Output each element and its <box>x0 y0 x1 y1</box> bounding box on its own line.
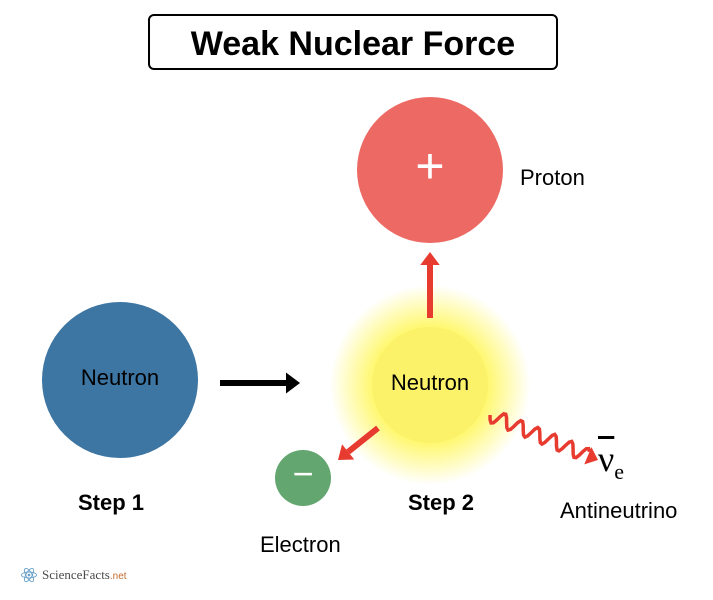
watermark-suffix: .net <box>110 571 127 582</box>
nu-sub: e <box>614 459 624 484</box>
step1-label: Step 1 <box>78 490 144 516</box>
proton-sign: + <box>310 137 550 195</box>
antineutrino-label: Antineutrino <box>560 498 677 524</box>
watermark: ScienceFacts.net <box>20 566 127 584</box>
antineutrino-symbol: νe <box>598 438 624 485</box>
neutron1-label: Neutron <box>0 365 240 391</box>
neutron2-label: Neutron <box>310 370 550 396</box>
step2-label: Step 2 <box>408 490 474 516</box>
electron-label: Electron <box>260 532 341 558</box>
electron-sign: − <box>183 453 423 495</box>
nu-bar: ν <box>598 439 614 479</box>
proton-label: Proton <box>520 165 585 191</box>
watermark-main: ScienceFacts <box>42 567 110 582</box>
atom-icon <box>20 566 38 584</box>
